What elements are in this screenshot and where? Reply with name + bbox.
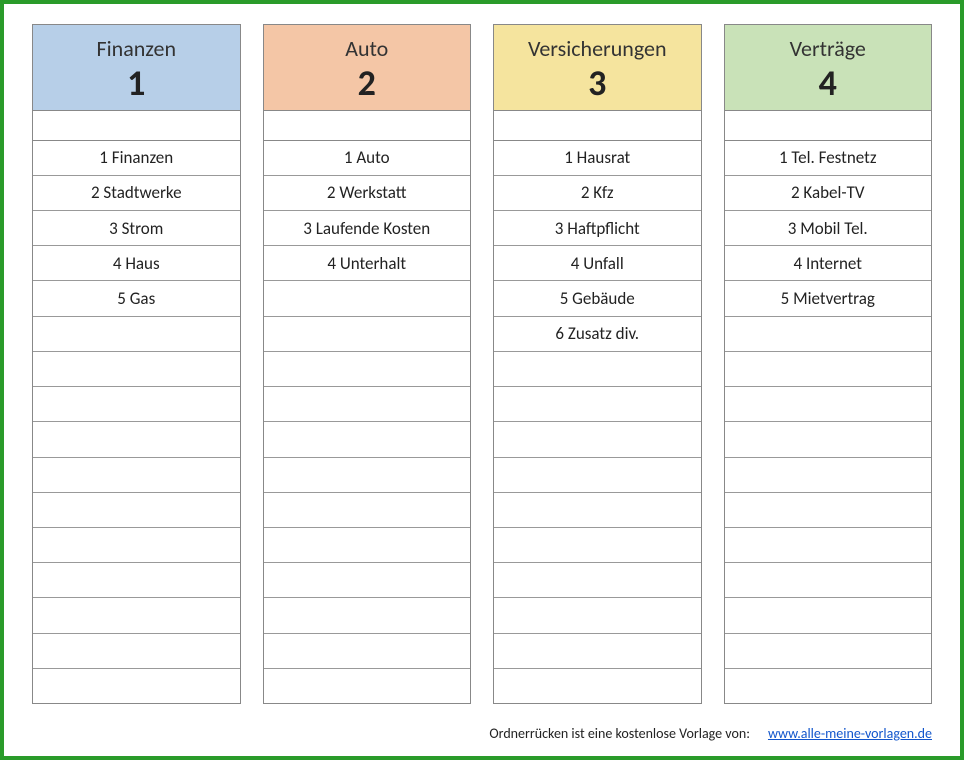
footer-link[interactable]: www.alle-meine-vorlagen.de bbox=[768, 725, 932, 742]
list-item bbox=[33, 598, 240, 633]
list-item bbox=[725, 669, 932, 703]
list-item: 5 Mietvertrag bbox=[725, 281, 932, 316]
column-4: Verträge4 1 Tel. Festnetz2 Kabel-TV3 Mobi… bbox=[724, 24, 933, 704]
list-item bbox=[33, 493, 240, 528]
list-item: 3 Laufende Kosten bbox=[264, 211, 471, 246]
footer: Ordnerrücken ist eine kostenlose Vorlage… bbox=[489, 725, 932, 742]
list-item bbox=[725, 317, 932, 352]
column-header: Auto2 bbox=[264, 25, 471, 111]
list-item: 3 Strom bbox=[33, 211, 240, 246]
rows-container: 1 Finanzen2 Stadtwerke3 Strom4 Haus5 Gas bbox=[33, 141, 240, 703]
list-item bbox=[494, 387, 701, 422]
column-header: Finanzen1 bbox=[33, 25, 240, 111]
list-item bbox=[725, 634, 932, 669]
list-item bbox=[33, 352, 240, 387]
list-item bbox=[494, 563, 701, 598]
column-title: Verträge bbox=[729, 35, 928, 62]
list-item bbox=[264, 563, 471, 598]
list-item bbox=[264, 387, 471, 422]
list-item bbox=[725, 387, 932, 422]
gap-row bbox=[725, 111, 932, 141]
list-item bbox=[33, 563, 240, 598]
rows-container: 1 Auto2 Werkstatt3 Laufende Kosten4 Unte… bbox=[264, 141, 471, 703]
list-item bbox=[264, 317, 471, 352]
list-item bbox=[725, 352, 932, 387]
list-item: 4 Internet bbox=[725, 246, 932, 281]
list-item: 2 Kfz bbox=[494, 176, 701, 211]
list-item bbox=[725, 528, 932, 563]
list-item: 3 Haftpflicht bbox=[494, 211, 701, 246]
list-item: 1 Hausrat bbox=[494, 141, 701, 176]
list-item bbox=[264, 458, 471, 493]
column-1: Finanzen11 Finanzen2 Stadtwerke3 Strom4 … bbox=[32, 24, 241, 704]
list-item bbox=[33, 634, 240, 669]
list-item: 3 Mobil Tel. bbox=[725, 211, 932, 246]
list-item bbox=[264, 493, 471, 528]
list-item bbox=[264, 634, 471, 669]
column-number: 3 bbox=[498, 64, 697, 104]
list-item bbox=[33, 422, 240, 457]
gap-row bbox=[33, 111, 240, 141]
column-number: 4 bbox=[729, 64, 928, 104]
list-item bbox=[494, 528, 701, 563]
column-number: 2 bbox=[268, 64, 467, 104]
list-item bbox=[494, 458, 701, 493]
column-3: Versicherungen3 1 Hausrat2 Kfz3 Haftpflic… bbox=[493, 24, 702, 704]
rows-container: 1 Hausrat2 Kfz3 Haftpflicht4 Unfall5 Geb… bbox=[494, 141, 701, 703]
footer-text: Ordnerrücken ist eine kostenlose Vorlage… bbox=[489, 725, 750, 742]
list-item bbox=[33, 317, 240, 352]
list-item bbox=[33, 458, 240, 493]
column-title: Finanzen bbox=[37, 35, 236, 62]
list-item: 5 Gas bbox=[33, 281, 240, 316]
list-item bbox=[725, 598, 932, 633]
list-item bbox=[264, 281, 471, 316]
gap-row bbox=[264, 111, 471, 141]
list-item: 1 Auto bbox=[264, 141, 471, 176]
list-item: 6 Zusatz div. bbox=[494, 317, 701, 352]
list-item bbox=[494, 352, 701, 387]
list-item: 2 Stadtwerke bbox=[33, 176, 240, 211]
list-item: 4 Unterhalt bbox=[264, 246, 471, 281]
list-item bbox=[494, 422, 701, 457]
list-item: 4 Unfall bbox=[494, 246, 701, 281]
list-item bbox=[264, 352, 471, 387]
column-2: Auto2 1 Auto2 Werkstatt3 Laufende Kosten4… bbox=[263, 24, 472, 704]
list-item bbox=[264, 669, 471, 703]
list-item bbox=[33, 387, 240, 422]
list-item: 1 Tel. Festnetz bbox=[725, 141, 932, 176]
list-item: 5 Gebäude bbox=[494, 281, 701, 316]
column-header: Verträge4 bbox=[725, 25, 932, 111]
column-title: Versicherungen bbox=[498, 35, 697, 62]
list-item bbox=[33, 669, 240, 703]
list-item bbox=[33, 528, 240, 563]
list-item: 2 Werkstatt bbox=[264, 176, 471, 211]
list-item bbox=[725, 458, 932, 493]
gap-row bbox=[494, 111, 701, 141]
list-item bbox=[494, 493, 701, 528]
column-title: Auto bbox=[268, 35, 467, 62]
list-item bbox=[264, 598, 471, 633]
list-item bbox=[264, 528, 471, 563]
column-number: 1 bbox=[37, 64, 236, 104]
list-item bbox=[725, 422, 932, 457]
list-item bbox=[725, 563, 932, 598]
list-item bbox=[494, 634, 701, 669]
list-item bbox=[264, 422, 471, 457]
columns-container: Finanzen11 Finanzen2 Stadtwerke3 Strom4 … bbox=[32, 24, 932, 704]
list-item bbox=[494, 669, 701, 703]
column-header: Versicherungen3 bbox=[494, 25, 701, 111]
list-item: 2 Kabel-TV bbox=[725, 176, 932, 211]
list-item: 1 Finanzen bbox=[33, 141, 240, 176]
rows-container: 1 Tel. Festnetz2 Kabel-TV3 Mobil Tel.4 I… bbox=[725, 141, 932, 703]
list-item: 4 Haus bbox=[33, 246, 240, 281]
list-item bbox=[725, 493, 932, 528]
list-item bbox=[494, 598, 701, 633]
